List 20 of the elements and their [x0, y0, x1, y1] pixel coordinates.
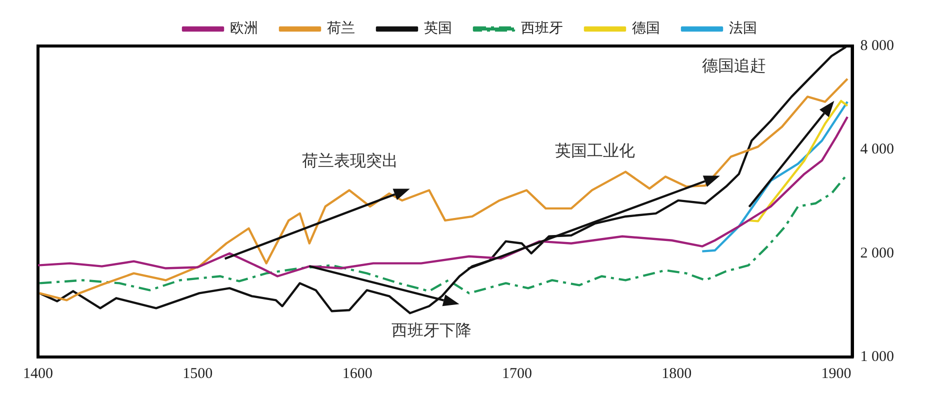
annotation: 西班牙下降 — [391, 321, 472, 340]
legend-label: 法国 — [729, 20, 757, 37]
legend-label: 英国 — [424, 20, 452, 37]
legend-label: 德国 — [632, 20, 660, 37]
x-tick-label: 1400 — [23, 366, 53, 382]
y-tick-label: 2 000 — [860, 245, 894, 262]
y-tick-label: 1 000 — [860, 348, 894, 365]
legend-label: 西班牙 — [521, 20, 563, 37]
x-tick-label: 1600 — [342, 366, 372, 382]
x-tick-label: 1500 — [182, 366, 213, 382]
annotation: 英国工业化 — [554, 142, 635, 160]
x-tick-label: 1800 — [662, 366, 692, 382]
annotation: 荷兰表现突出 — [302, 152, 398, 170]
annotation: 德国追赶 — [702, 58, 766, 76]
y-tick-label: 8 000 — [860, 38, 894, 54]
x-tick-label: 1900 — [821, 366, 852, 382]
y-tick-label: 4 000 — [860, 142, 894, 158]
legend-label: 荷兰 — [327, 20, 355, 37]
legend-label: 欧洲 — [230, 20, 258, 37]
x-tick-label: 1700 — [502, 366, 532, 382]
